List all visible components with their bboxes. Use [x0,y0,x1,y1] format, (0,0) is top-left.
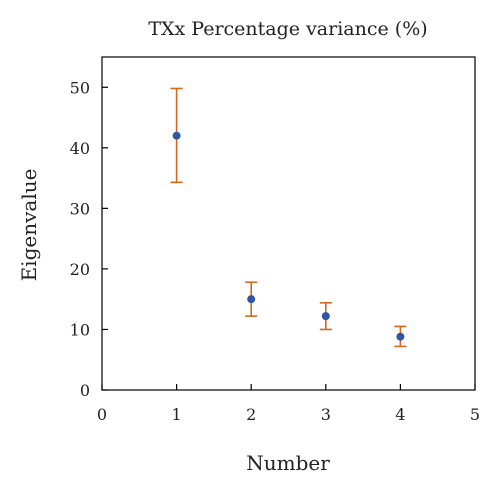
y-tick-label: 10 [70,320,90,339]
y-tick-label: 40 [70,139,90,158]
x-axis-title: Number [246,451,330,475]
y-axis-title: Eigenvalue [17,169,41,282]
x-tick-label: 3 [321,405,331,424]
y-axis: 0 10 20 30 40 50 [70,78,108,400]
x-axis: 0 1 2 3 4 5 [97,384,480,424]
data-point [247,295,256,304]
plot-frame [101,56,476,391]
data-point [396,332,405,341]
y-tick-label: 30 [70,199,90,218]
chart-title: TXx Percentage variance (%) [148,18,427,40]
x-tick-label: 2 [246,405,256,424]
data-point [321,312,330,321]
x-tick-label: 1 [172,405,182,424]
y-tick-label: 20 [70,260,90,279]
errorbars [170,87,407,348]
x-tick-label: 4 [395,405,405,424]
data-point [172,131,181,140]
x-tick-label: 0 [97,405,107,424]
y-tick-label: 50 [70,78,90,97]
x-tick-label: 5 [470,405,480,424]
data-points [172,131,405,341]
y-tick-label: 0 [80,381,90,400]
